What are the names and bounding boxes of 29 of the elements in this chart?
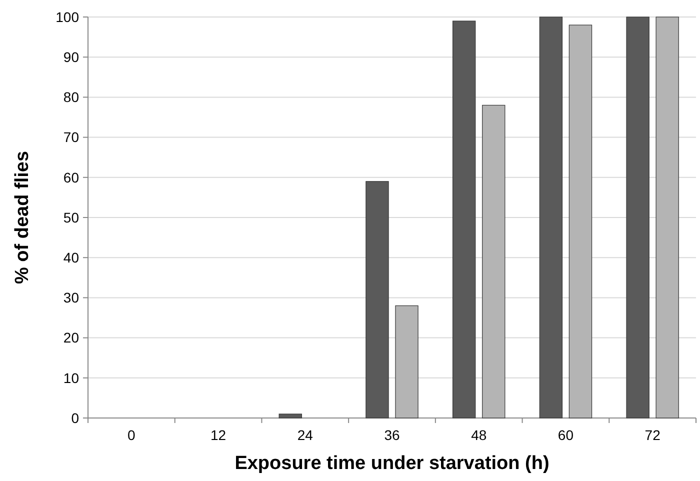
y-tick-label: 90 [63, 49, 80, 65]
y-tick-label: 60 [63, 169, 80, 186]
y-tick-label: 10 [63, 370, 80, 386]
bar [656, 16, 679, 418]
x-tick-label: 72 [644, 427, 661, 443]
y-tick-label: 50 [63, 209, 80, 226]
bar [366, 181, 389, 418]
x-axis-title: Exposure time under starvation (h) [234, 453, 550, 474]
y-tick-label: 70 [63, 129, 80, 146]
bar [278, 414, 302, 418]
y-tick-label: 0 [71, 410, 80, 426]
x-tick-label: 0 [128, 427, 136, 443]
y-axis-title: % of dead flies [12, 150, 33, 284]
x-tick-label: 24 [297, 427, 314, 443]
bar [626, 16, 650, 418]
bar [452, 20, 476, 418]
x-tick-label: 48 [471, 427, 487, 443]
y-tick-label: 30 [63, 290, 80, 306]
x-tick-label: 60 [558, 427, 574, 443]
y-tick-label: 40 [63, 250, 80, 266]
y-tick-label: 80 [63, 89, 80, 106]
bar [395, 305, 418, 418]
x-tick-label: 12 [210, 427, 226, 443]
bar [482, 104, 506, 418]
bar [568, 24, 592, 418]
y-tick-label: 100 [56, 8, 80, 25]
bar [539, 16, 563, 418]
y-tick-label: 20 [63, 330, 80, 346]
x-tick-label: 36 [384, 427, 400, 443]
